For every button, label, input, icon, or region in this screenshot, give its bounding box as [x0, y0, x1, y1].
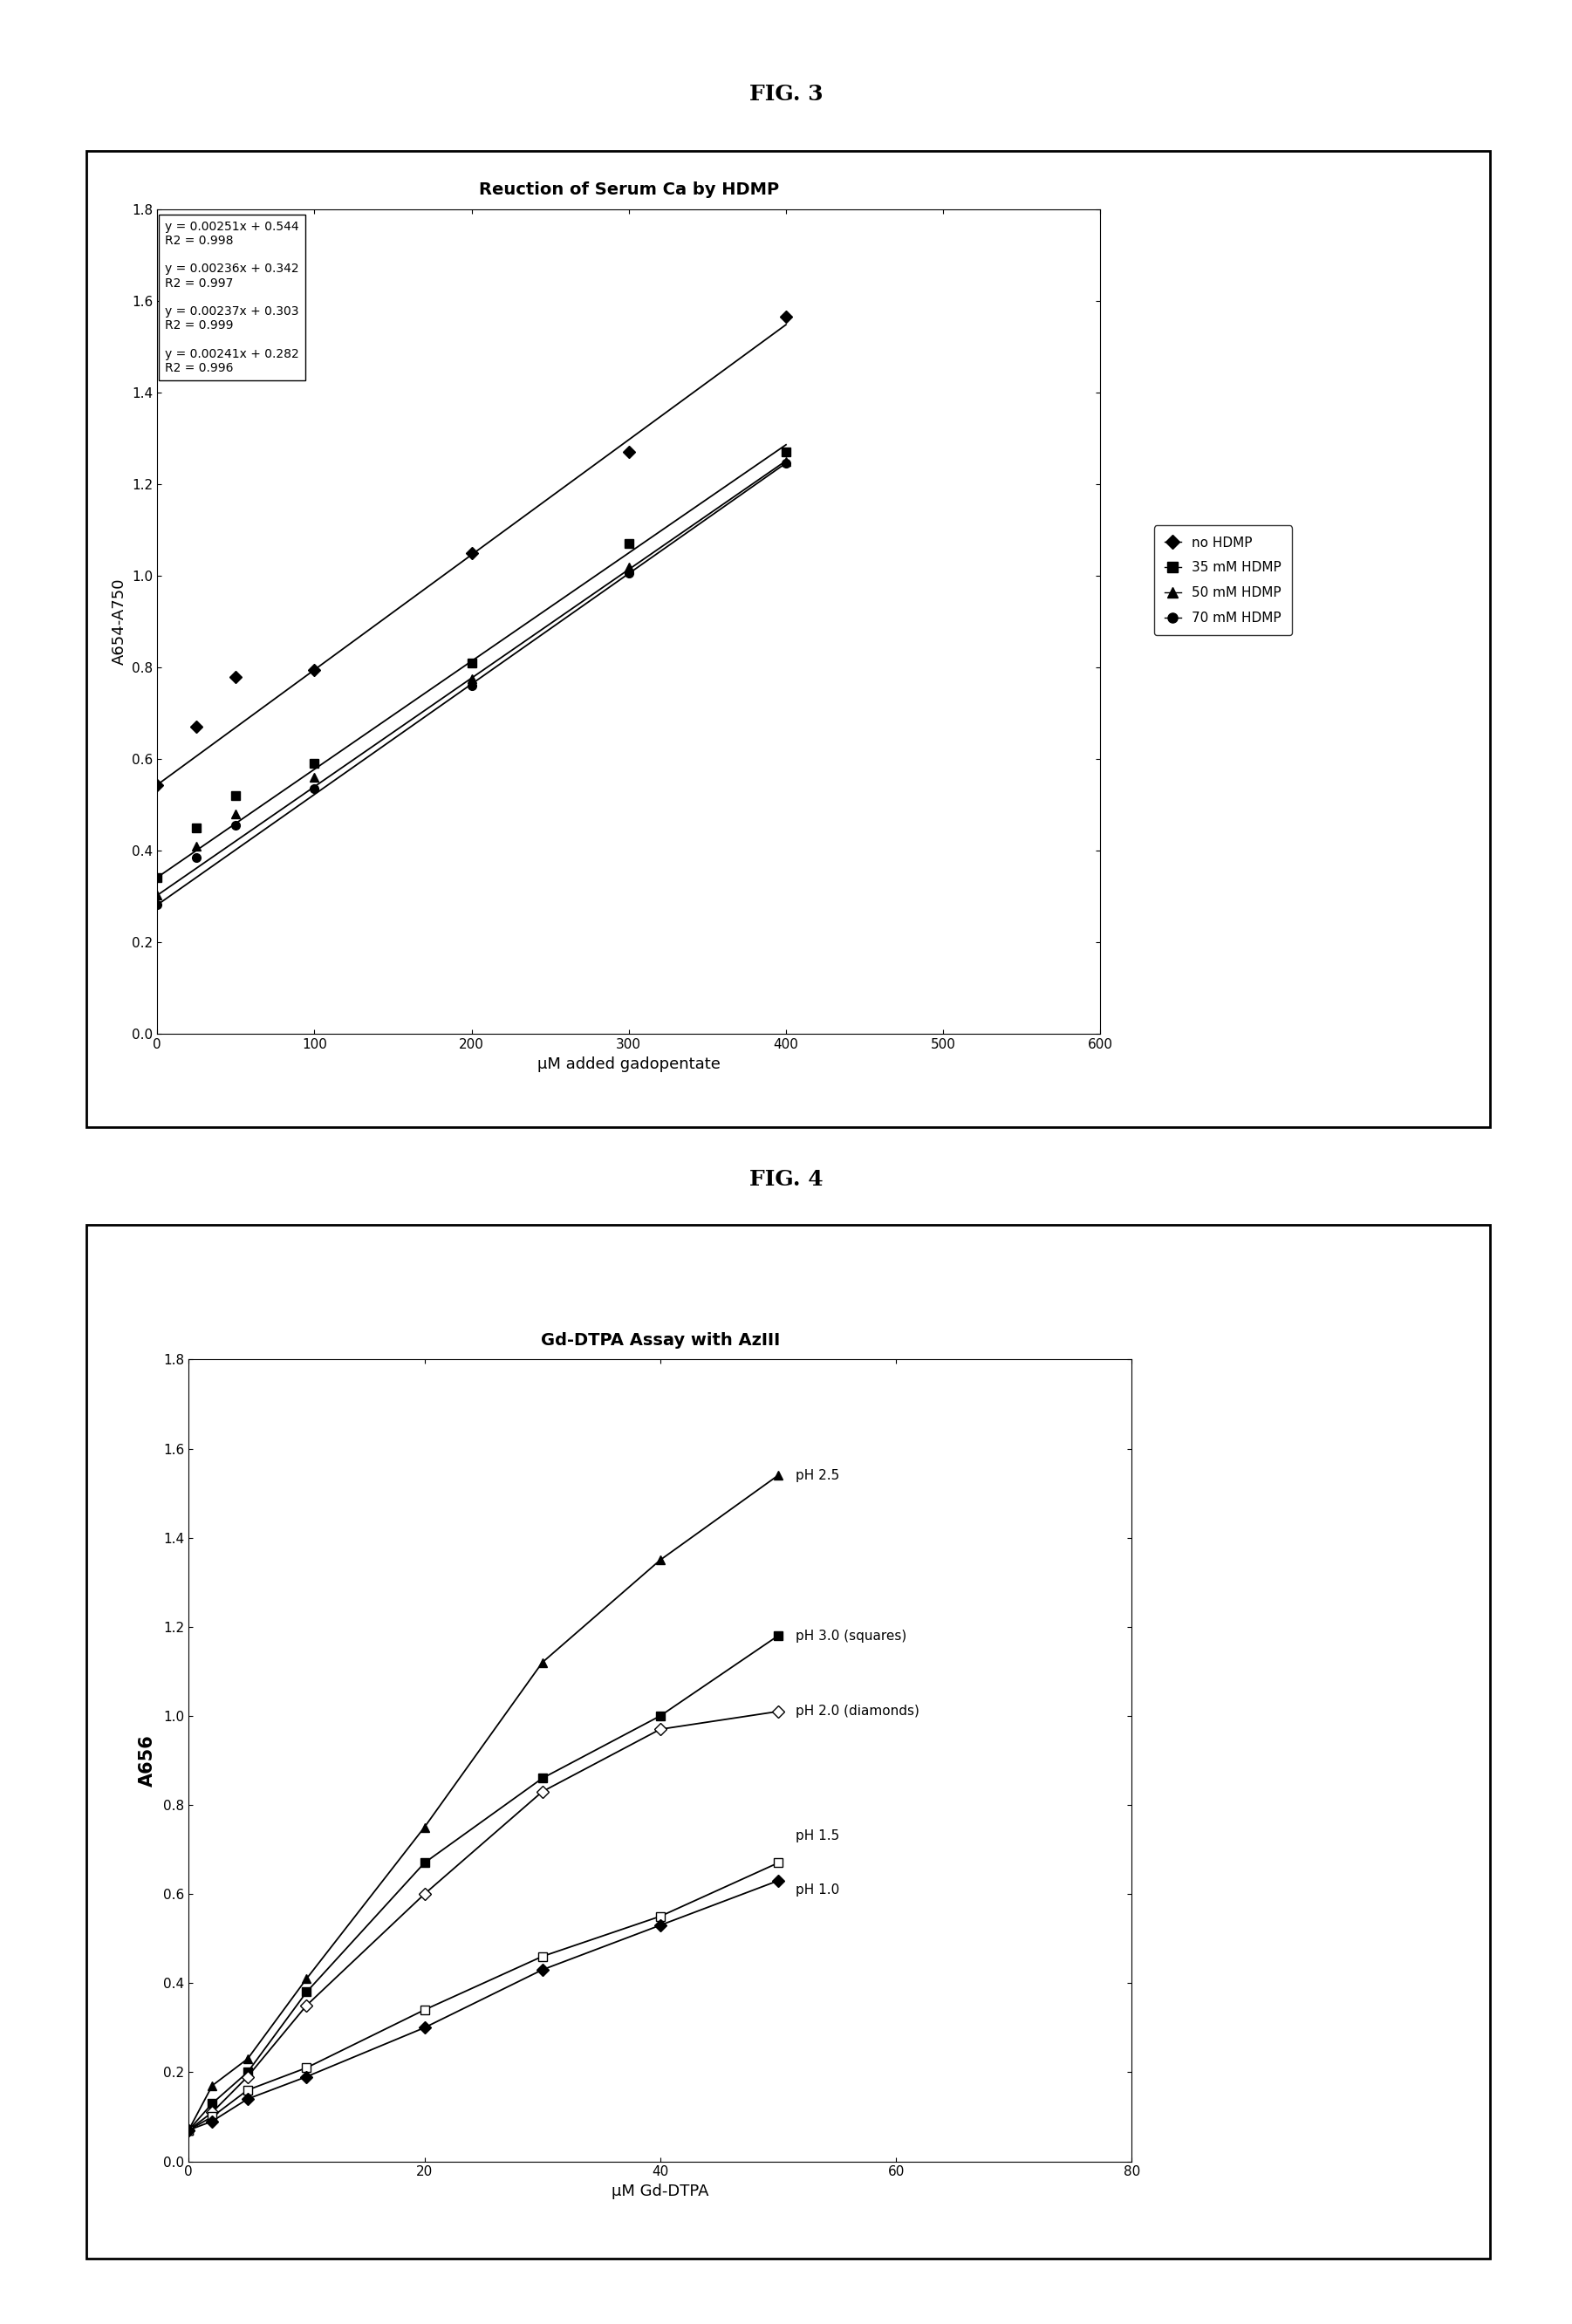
Text: pH 3.0 (squares): pH 3.0 (squares)	[795, 1629, 907, 1643]
X-axis label: μM Gd-DTPA: μM Gd-DTPA	[612, 2185, 709, 2199]
X-axis label: μM added gadopentate: μM added gadopentate	[538, 1057, 720, 1071]
Text: y = 0.00251x + 0.544
R2 = 0.998

y = 0.00236x + 0.342
R2 = 0.997

y = 0.00237x +: y = 0.00251x + 0.544 R2 = 0.998 y = 0.00…	[165, 221, 299, 374]
Text: pH 1.5: pH 1.5	[795, 1829, 839, 1843]
Text: pH 2.0 (diamonds): pH 2.0 (diamonds)	[795, 1706, 920, 1717]
Text: pH 1.0: pH 1.0	[795, 1882, 839, 1896]
Text: FIG. 3: FIG. 3	[750, 84, 822, 105]
Y-axis label: A654-A750: A654-A750	[112, 579, 127, 665]
Title: Gd-DTPA Assay with AzIII: Gd-DTPA Assay with AzIII	[541, 1332, 780, 1348]
Y-axis label: A656: A656	[138, 1734, 156, 1787]
Text: pH 2.5: pH 2.5	[795, 1469, 839, 1483]
Legend: no HDMP, 35 mM HDMP, 50 mM HDMP, 70 mM HDMP: no HDMP, 35 mM HDMP, 50 mM HDMP, 70 mM H…	[1154, 525, 1292, 634]
Title: Reuction of Serum Ca by HDMP: Reuction of Serum Ca by HDMP	[479, 181, 778, 198]
Text: FIG. 4: FIG. 4	[750, 1169, 822, 1190]
